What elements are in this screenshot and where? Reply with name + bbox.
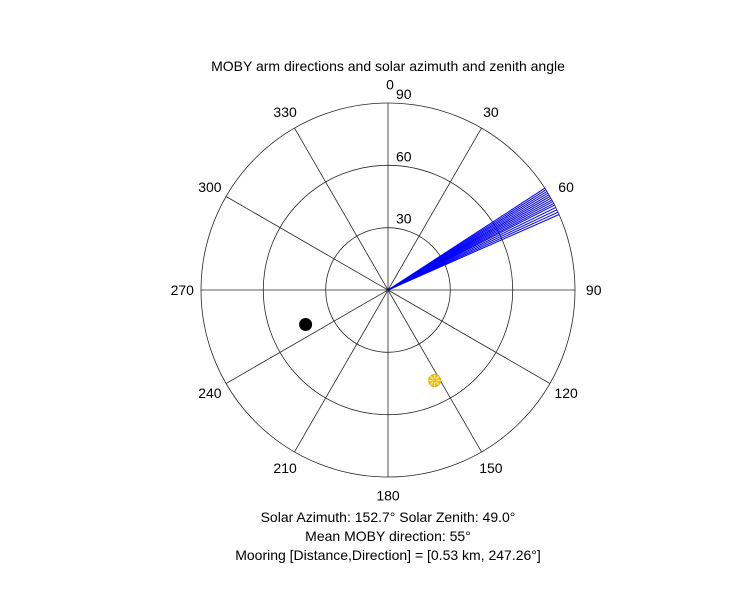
angle-tick-label: 180: [376, 488, 400, 504]
angle-tick-label: 270: [171, 282, 195, 298]
range-ring: [262, 164, 514, 416]
angle-tick-label: 90: [586, 282, 602, 298]
angle-tick-label: 330: [273, 104, 297, 120]
spoke-line: [387, 289, 482, 453]
spoke-line: [225, 289, 389, 384]
sun-ray: [435, 381, 440, 385]
angle-tick-label: 30: [483, 104, 499, 120]
sun-ray: [435, 375, 440, 380]
sun-ray: [430, 375, 434, 380]
spoke-line: [294, 127, 389, 291]
moby-arm-line: [387, 214, 560, 291]
spoke-line: [225, 196, 389, 291]
mooring-marker: [299, 318, 313, 331]
spoke-line: [294, 289, 389, 453]
angle-tick-label: 300: [198, 179, 222, 195]
angle-tick-label: 120: [554, 385, 578, 401]
radius-tick-label: 60: [396, 148, 412, 164]
spoke-line: [387, 289, 551, 384]
angle-tick-label: 0: [386, 76, 394, 92]
angle-tick-label: 60: [558, 179, 574, 195]
range-ring: [200, 102, 576, 478]
solar-angles-caption: Solar Azimuth: 152.7° Solar Zenith: 49.0…: [260, 509, 516, 525]
mooring-caption: Mooring [Distance,Direction] = [0.53 km,…: [235, 547, 541, 563]
radius-tick-label: 90: [396, 86, 412, 102]
mean-moby-direction-caption: Mean MOBY direction: 55°: [305, 528, 471, 544]
spoke-line: [387, 127, 482, 291]
sun-ray: [430, 381, 434, 385]
angle-tick-label: 150: [479, 460, 503, 476]
radius-tick-label: 30: [396, 211, 412, 227]
angle-tick-label: 210: [273, 460, 297, 476]
range-ring: [325, 227, 451, 353]
angle-tick-label: 240: [198, 385, 222, 401]
chart-title: MOBY arm directions and solar azimuth an…: [211, 58, 565, 74]
